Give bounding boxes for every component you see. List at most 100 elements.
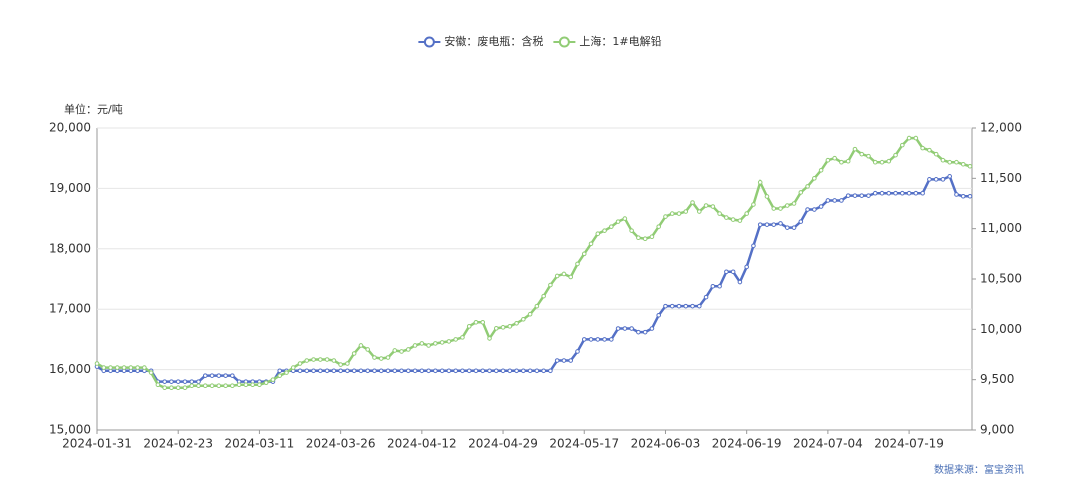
data-point xyxy=(257,382,262,388)
data-point xyxy=(189,383,195,389)
data-point xyxy=(872,159,878,165)
x-tick-label: 2024-07-04 xyxy=(793,437,863,451)
data-point xyxy=(175,385,181,391)
data-point xyxy=(832,198,837,203)
data-point xyxy=(818,204,824,209)
data-point xyxy=(534,303,540,309)
data-point xyxy=(473,319,479,325)
data-point xyxy=(791,201,797,206)
y2-tick-label: 9,500 xyxy=(980,372,1014,386)
unit-label: 单位：元/吨 xyxy=(64,102,123,116)
data-point xyxy=(717,283,722,289)
data-point xyxy=(805,207,810,212)
data-point xyxy=(480,319,486,325)
data-point xyxy=(500,325,506,330)
data-point xyxy=(493,368,499,374)
data-point xyxy=(757,180,763,185)
data-point xyxy=(609,224,614,229)
data-point xyxy=(852,193,858,198)
data-point xyxy=(297,368,303,374)
data-point xyxy=(433,341,438,346)
y-tick-label: 18,000 xyxy=(49,241,91,255)
data-point xyxy=(609,337,614,342)
data-point xyxy=(358,343,364,348)
data-point xyxy=(453,337,458,342)
data-point xyxy=(406,368,411,374)
series-markers xyxy=(94,135,973,391)
data-point xyxy=(906,135,912,141)
data-point xyxy=(324,357,330,362)
data-point xyxy=(683,303,689,309)
data-point xyxy=(649,234,655,240)
data-point xyxy=(778,206,783,211)
data-point xyxy=(812,176,817,181)
x-tick-label: 2024-01-31 xyxy=(62,437,132,451)
series-line xyxy=(96,174,970,383)
data-point xyxy=(169,385,174,391)
data-point xyxy=(507,324,513,329)
x-tick-label: 2024-04-29 xyxy=(468,437,538,451)
data-point xyxy=(392,368,398,374)
data-point xyxy=(406,347,411,352)
data-point xyxy=(947,174,952,179)
data-point xyxy=(669,211,675,216)
data-point xyxy=(798,219,804,224)
data-point xyxy=(933,177,939,182)
data-point xyxy=(365,368,370,374)
data-point xyxy=(202,383,208,389)
data-point xyxy=(277,368,283,374)
data-point xyxy=(527,368,533,374)
y2-tick-label: 9,000 xyxy=(980,423,1014,437)
series-line xyxy=(96,136,971,389)
data-point xyxy=(751,243,756,249)
data-point xyxy=(784,203,790,208)
data-point xyxy=(263,380,269,385)
data-point xyxy=(460,335,465,340)
data-point xyxy=(284,370,289,375)
data-point xyxy=(169,379,174,384)
data-point xyxy=(216,373,222,378)
data-point xyxy=(663,214,668,219)
legend-item: 安徽：废电瓶：含税 xyxy=(418,34,543,48)
data-point xyxy=(554,273,560,279)
data-point xyxy=(737,279,743,285)
data-point xyxy=(331,358,337,363)
data-point xyxy=(602,228,607,233)
data-point xyxy=(412,368,418,374)
data-point xyxy=(521,316,526,322)
data-point xyxy=(372,368,377,374)
data-point xyxy=(345,368,350,374)
data-point xyxy=(514,320,519,326)
data-point xyxy=(561,358,567,363)
data-point xyxy=(358,368,364,374)
data-point xyxy=(142,365,147,370)
data-point xyxy=(487,368,492,374)
data-point xyxy=(683,209,689,214)
data-point xyxy=(548,282,553,288)
data-point xyxy=(223,373,228,378)
data-point xyxy=(568,274,574,280)
data-point xyxy=(365,347,370,352)
data-point xyxy=(338,362,343,367)
data-point xyxy=(392,348,398,353)
data-point xyxy=(338,368,343,374)
data-point xyxy=(967,193,973,199)
data-point xyxy=(676,303,682,309)
data-point xyxy=(845,193,851,198)
data-point xyxy=(839,159,844,165)
data-point xyxy=(385,355,391,360)
data-point xyxy=(466,368,472,374)
data-point xyxy=(175,379,181,384)
data-point xyxy=(460,368,465,374)
data-point xyxy=(561,271,567,277)
data-point xyxy=(155,382,161,388)
data-point xyxy=(927,177,932,182)
data-point xyxy=(913,190,919,196)
data-point xyxy=(879,190,885,196)
data-point xyxy=(703,294,709,300)
legend-label: 安徽：废电瓶：含税 xyxy=(444,34,543,48)
data-point xyxy=(879,159,885,165)
data-point xyxy=(439,340,445,345)
data-point xyxy=(385,368,391,374)
